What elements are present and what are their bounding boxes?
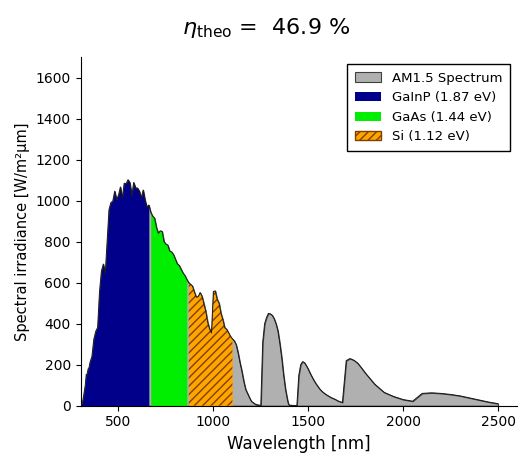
Text: $\eta_\mathrm{theo}$ =  46.9 %: $\eta_\mathrm{theo}$ = 46.9 % [182,16,350,40]
Legend: AM1.5 Spectrum, GaInP (1.87 eV), GaAs (1.44 eV), Si (1.12 eV): AM1.5 Spectrum, GaInP (1.87 eV), GaAs (1… [347,64,510,151]
Y-axis label: Spectral irradiance [W/m²µm]: Spectral irradiance [W/m²µm] [15,122,30,341]
X-axis label: Wavelength [nm]: Wavelength [nm] [227,435,371,453]
